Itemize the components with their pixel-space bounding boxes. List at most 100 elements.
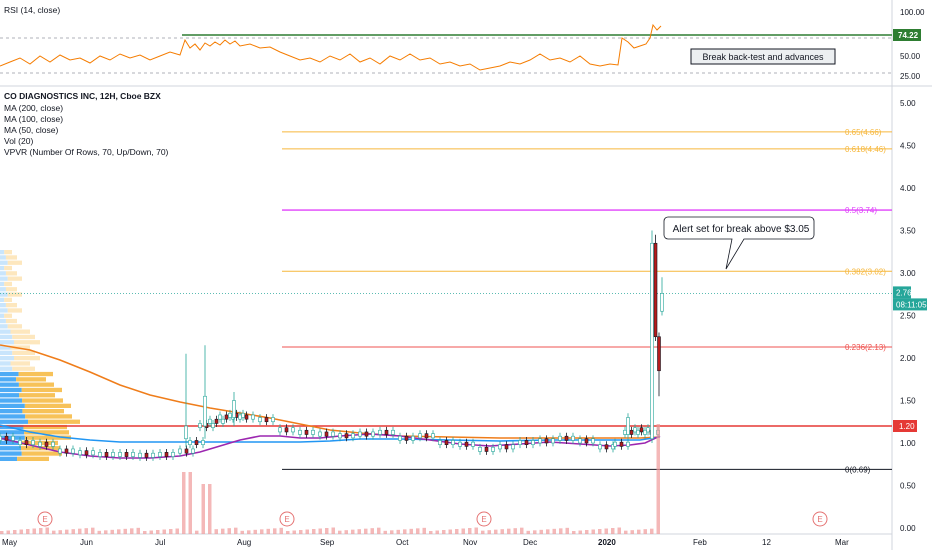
vpvr-bar-down bbox=[28, 419, 80, 424]
candle-body bbox=[660, 293, 664, 312]
candle-body bbox=[151, 452, 155, 458]
vpvr-bar-up bbox=[0, 276, 8, 281]
candle-body bbox=[653, 242, 658, 338]
volume-bar bbox=[481, 530, 485, 534]
price-axis[interactable]: 5.00 4.50 4.00 3.50 3.00 2.50 2.00 1.50 1.00 0.50… bbox=[900, 99, 916, 533]
volume-bar bbox=[32, 528, 36, 534]
candle-body bbox=[378, 429, 382, 435]
volume-bar bbox=[52, 530, 56, 534]
candle-body bbox=[438, 440, 442, 446]
indicator-label[interactable]: MA (50, close) bbox=[4, 125, 58, 135]
price-tick: 4.50 bbox=[900, 142, 916, 151]
volume-bar bbox=[390, 530, 394, 534]
time-tick: Jul bbox=[155, 538, 165, 547]
volume-bar bbox=[169, 529, 173, 534]
candle-body bbox=[238, 414, 242, 420]
rsi-panel[interactable]: RSI (14, close) Break back-test and adva… bbox=[0, 5, 925, 81]
candle-body bbox=[478, 446, 482, 452]
candle-body bbox=[619, 441, 624, 447]
candle-body bbox=[351, 433, 355, 439]
indicator-label[interactable]: VPVR (Number Of Rows, 70, Up/Down, 70) bbox=[4, 147, 169, 157]
candle-body bbox=[646, 427, 650, 433]
candle-body bbox=[304, 429, 309, 435]
vpvr-bar-down bbox=[22, 409, 64, 414]
candle-body bbox=[51, 441, 55, 447]
candle-body bbox=[629, 429, 634, 435]
earnings-icon[interactable] bbox=[279, 511, 295, 527]
rsi-annotation-box[interactable] bbox=[690, 48, 836, 65]
alert-callout[interactable]: Alert set for break above $3.05 bbox=[663, 216, 815, 270]
candle-body bbox=[228, 412, 232, 418]
rsi-level-label: 74.22 bbox=[898, 31, 919, 40]
time-axis[interactable]: May Jun Jul Aug Sep Oct Nov Dec 2020 Feb… bbox=[2, 538, 849, 547]
vpvr-bar-up bbox=[0, 345, 11, 350]
fib-retracement[interactable]: 0.65(4.66) 0.618(4.46) 0.5(3.74) 0.382(3.02… bbox=[282, 128, 892, 474]
callout-bubble[interactable] bbox=[663, 216, 815, 270]
candle-body bbox=[571, 435, 575, 441]
volume-bar bbox=[78, 528, 82, 534]
volume-bar bbox=[598, 529, 602, 534]
candle-body bbox=[104, 452, 109, 457]
candle-body bbox=[158, 452, 162, 457]
earnings-label: E bbox=[481, 515, 486, 524]
candle-body bbox=[221, 418, 225, 424]
price-tick: 0.00 bbox=[900, 524, 916, 533]
candle-body bbox=[639, 427, 644, 433]
vpvr-bar-down bbox=[5, 303, 17, 308]
earnings-markers[interactable]: E E E E bbox=[37, 511, 828, 527]
vpvr-bar-down bbox=[21, 451, 62, 456]
time-tick: Jun bbox=[80, 538, 93, 547]
volume-bar bbox=[611, 528, 615, 534]
volume-bar bbox=[559, 528, 563, 534]
earnings-icon[interactable] bbox=[476, 511, 492, 527]
volume-bar bbox=[0, 531, 4, 534]
candle-body bbox=[18, 440, 22, 446]
candle-body bbox=[504, 444, 509, 450]
time-tick: Aug bbox=[237, 538, 251, 547]
candle-body bbox=[278, 427, 282, 433]
vpvr-bar-up bbox=[0, 361, 11, 366]
ma-200-line bbox=[0, 344, 661, 439]
vpvr-bar-down bbox=[10, 345, 30, 350]
volume-bar bbox=[84, 528, 88, 534]
volume-bar bbox=[26, 529, 30, 534]
symbol-title: CO DIAGNOSTICS INC, 12H, Cboe BZX bbox=[4, 91, 161, 101]
candle-body bbox=[64, 448, 69, 454]
candle-body bbox=[424, 433, 429, 439]
vpvr-bar-down bbox=[5, 287, 17, 292]
volume-bar bbox=[305, 529, 309, 534]
volume-bar bbox=[656, 424, 660, 534]
candle-body bbox=[544, 438, 549, 444]
vpvr-bar-down bbox=[12, 366, 35, 371]
indicator-label[interactable]: Vol (20) bbox=[4, 136, 33, 146]
candle-body bbox=[224, 414, 229, 420]
candle-body bbox=[311, 429, 315, 435]
vpvr-bar-down bbox=[12, 350, 35, 355]
vpvr-bar-down bbox=[4, 265, 12, 271]
volume-bar bbox=[175, 528, 179, 534]
volume-bar bbox=[364, 528, 368, 534]
earnings-icon[interactable] bbox=[812, 511, 828, 527]
price-tick: 4.00 bbox=[900, 184, 916, 193]
vpvr-bar-up bbox=[0, 414, 26, 419]
candle-body bbox=[391, 429, 395, 435]
volume-bar bbox=[338, 530, 342, 534]
time-tick: 12 bbox=[762, 538, 771, 547]
volume-bar bbox=[455, 529, 459, 534]
indicator-label[interactable]: MA (200, close) bbox=[4, 103, 63, 113]
price-tick: 3.00 bbox=[900, 269, 916, 278]
vpvr-bar-down bbox=[14, 356, 40, 361]
indicator-label[interactable]: MA (100, close) bbox=[4, 114, 63, 124]
volume-bar bbox=[71, 529, 75, 534]
candle-body bbox=[524, 440, 529, 446]
vpvr-bar-up bbox=[0, 271, 6, 276]
volume-bar bbox=[494, 529, 498, 534]
volume-bar bbox=[312, 529, 316, 534]
volume-bar bbox=[474, 527, 478, 534]
earnings-icon[interactable] bbox=[37, 511, 53, 527]
candles[interactable] bbox=[0, 230, 664, 461]
candle-body bbox=[203, 395, 207, 427]
main-legend: CO DIAGNOSTICS INC, 12H, Cboe BZX MA (20… bbox=[4, 91, 169, 157]
volume-bar bbox=[91, 527, 95, 534]
